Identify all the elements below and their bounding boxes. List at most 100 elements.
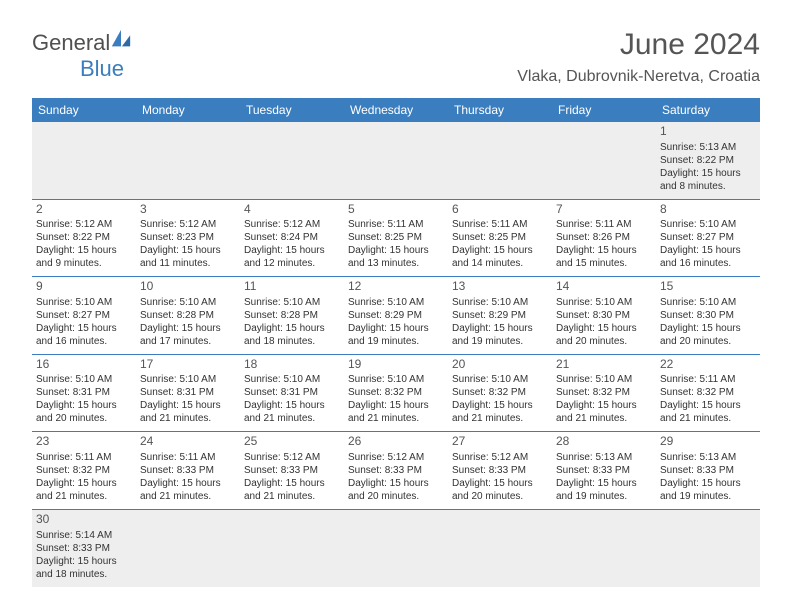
daylight-text-2: and 9 minutes. (36, 257, 132, 270)
sunrise-text: Sunrise: 5:10 AM (348, 296, 444, 309)
sunrise-text: Sunrise: 5:10 AM (348, 373, 444, 386)
daylight-text-2: and 21 minutes. (140, 412, 236, 425)
daylight-text-1: Daylight: 15 hours (348, 399, 444, 412)
day-number: 9 (36, 279, 132, 295)
calendar-cell: 28Sunrise: 5:13 AMSunset: 8:33 PMDayligh… (552, 432, 656, 510)
sunrise-text: Sunrise: 5:10 AM (244, 373, 340, 386)
calendar-cell: 21Sunrise: 5:10 AMSunset: 8:32 PMDayligh… (552, 354, 656, 432)
day-number: 7 (556, 202, 652, 218)
daylight-text-1: Daylight: 15 hours (348, 477, 444, 490)
calendar-cell: 17Sunrise: 5:10 AMSunset: 8:31 PMDayligh… (136, 354, 240, 432)
sunset-text: Sunset: 8:27 PM (36, 309, 132, 322)
sunrise-text: Sunrise: 5:11 AM (36, 451, 132, 464)
daylight-text-2: and 20 minutes. (348, 490, 444, 503)
sunrise-text: Sunrise: 5:13 AM (660, 141, 756, 154)
weekday-sunday: Sunday (32, 98, 136, 122)
calendar-row: 30Sunrise: 5:14 AMSunset: 8:33 PMDayligh… (32, 509, 760, 586)
sunrise-text: Sunrise: 5:10 AM (556, 373, 652, 386)
calendar-cell (344, 122, 448, 199)
sunrise-text: Sunrise: 5:12 AM (244, 451, 340, 464)
daylight-text-2: and 14 minutes. (452, 257, 548, 270)
sunrise-text: Sunrise: 5:10 AM (36, 296, 132, 309)
daylight-text-2: and 19 minutes. (348, 335, 444, 348)
daylight-text-1: Daylight: 15 hours (140, 322, 236, 335)
sunset-text: Sunset: 8:31 PM (140, 386, 236, 399)
sunrise-text: Sunrise: 5:12 AM (348, 451, 444, 464)
calendar-body: 1Sunrise: 5:13 AMSunset: 8:22 PMDaylight… (32, 122, 760, 587)
logo-text-1: General (32, 30, 110, 55)
day-number: 5 (348, 202, 444, 218)
calendar-row: 1Sunrise: 5:13 AMSunset: 8:22 PMDaylight… (32, 122, 760, 199)
daylight-text-2: and 19 minutes. (660, 490, 756, 503)
calendar-cell (240, 509, 344, 586)
daylight-text-2: and 16 minutes. (36, 335, 132, 348)
daylight-text-1: Daylight: 15 hours (556, 477, 652, 490)
calendar-cell: 19Sunrise: 5:10 AMSunset: 8:32 PMDayligh… (344, 354, 448, 432)
sunset-text: Sunset: 8:27 PM (660, 231, 756, 244)
calendar-cell: 13Sunrise: 5:10 AMSunset: 8:29 PMDayligh… (448, 277, 552, 355)
daylight-text-2: and 21 minutes. (244, 490, 340, 503)
day-number: 28 (556, 434, 652, 450)
daylight-text-1: Daylight: 15 hours (660, 167, 756, 180)
daylight-text-1: Daylight: 15 hours (36, 555, 132, 568)
sunrise-text: Sunrise: 5:10 AM (660, 296, 756, 309)
sunrise-text: Sunrise: 5:14 AM (36, 529, 132, 542)
sunset-text: Sunset: 8:30 PM (660, 309, 756, 322)
sunset-text: Sunset: 8:24 PM (244, 231, 340, 244)
daylight-text-2: and 21 minutes. (348, 412, 444, 425)
calendar-cell: 27Sunrise: 5:12 AMSunset: 8:33 PMDayligh… (448, 432, 552, 510)
location-text: Vlaka, Dubrovnik-Neretva, Croatia (517, 68, 760, 86)
daylight-text-2: and 21 minutes. (140, 490, 236, 503)
daylight-text-1: Daylight: 15 hours (36, 244, 132, 257)
day-number: 14 (556, 279, 652, 295)
daylight-text-1: Daylight: 15 hours (452, 322, 548, 335)
sunset-text: Sunset: 8:33 PM (556, 464, 652, 477)
daylight-text-1: Daylight: 15 hours (244, 322, 340, 335)
day-number: 3 (140, 202, 236, 218)
sunrise-text: Sunrise: 5:10 AM (452, 296, 548, 309)
day-number: 1 (660, 124, 756, 140)
daylight-text-2: and 21 minutes. (660, 412, 756, 425)
daylight-text-2: and 19 minutes. (556, 490, 652, 503)
daylight-text-1: Daylight: 15 hours (36, 322, 132, 335)
day-number: 22 (660, 357, 756, 373)
calendar-cell: 12Sunrise: 5:10 AMSunset: 8:29 PMDayligh… (344, 277, 448, 355)
daylight-text-1: Daylight: 15 hours (36, 399, 132, 412)
logo-text: GeneralBlue (32, 28, 132, 82)
sunset-text: Sunset: 8:28 PM (140, 309, 236, 322)
calendar-cell: 29Sunrise: 5:13 AMSunset: 8:33 PMDayligh… (656, 432, 760, 510)
sunset-text: Sunset: 8:32 PM (452, 386, 548, 399)
sunset-text: Sunset: 8:31 PM (36, 386, 132, 399)
daylight-text-2: and 21 minutes. (556, 412, 652, 425)
sunset-text: Sunset: 8:30 PM (556, 309, 652, 322)
daylight-text-1: Daylight: 15 hours (660, 244, 756, 257)
weekday-tuesday: Tuesday (240, 98, 344, 122)
calendar-cell (656, 509, 760, 586)
day-number: 18 (244, 357, 340, 373)
daylight-text-1: Daylight: 15 hours (348, 244, 444, 257)
sunrise-text: Sunrise: 5:11 AM (660, 373, 756, 386)
daylight-text-2: and 19 minutes. (452, 335, 548, 348)
daylight-text-2: and 21 minutes. (36, 490, 132, 503)
calendar-row: 16Sunrise: 5:10 AMSunset: 8:31 PMDayligh… (32, 354, 760, 432)
day-number: 23 (36, 434, 132, 450)
weekday-monday: Monday (136, 98, 240, 122)
daylight-text-1: Daylight: 15 hours (660, 477, 756, 490)
daylight-text-2: and 20 minutes. (556, 335, 652, 348)
calendar-cell (32, 122, 136, 199)
daylight-text-1: Daylight: 15 hours (36, 477, 132, 490)
daylight-text-1: Daylight: 15 hours (660, 322, 756, 335)
daylight-text-2: and 11 minutes. (140, 257, 236, 270)
sunrise-text: Sunrise: 5:10 AM (452, 373, 548, 386)
sunset-text: Sunset: 8:22 PM (660, 154, 756, 167)
sunset-text: Sunset: 8:23 PM (140, 231, 236, 244)
daylight-text-1: Daylight: 15 hours (452, 244, 548, 257)
calendar-cell: 3Sunrise: 5:12 AMSunset: 8:23 PMDaylight… (136, 199, 240, 277)
sunrise-text: Sunrise: 5:13 AM (556, 451, 652, 464)
weekday-wednesday: Wednesday (344, 98, 448, 122)
daylight-text-1: Daylight: 15 hours (140, 399, 236, 412)
sunrise-text: Sunrise: 5:10 AM (556, 296, 652, 309)
day-number: 2 (36, 202, 132, 218)
daylight-text-1: Daylight: 15 hours (660, 399, 756, 412)
calendar-cell: 16Sunrise: 5:10 AMSunset: 8:31 PMDayligh… (32, 354, 136, 432)
